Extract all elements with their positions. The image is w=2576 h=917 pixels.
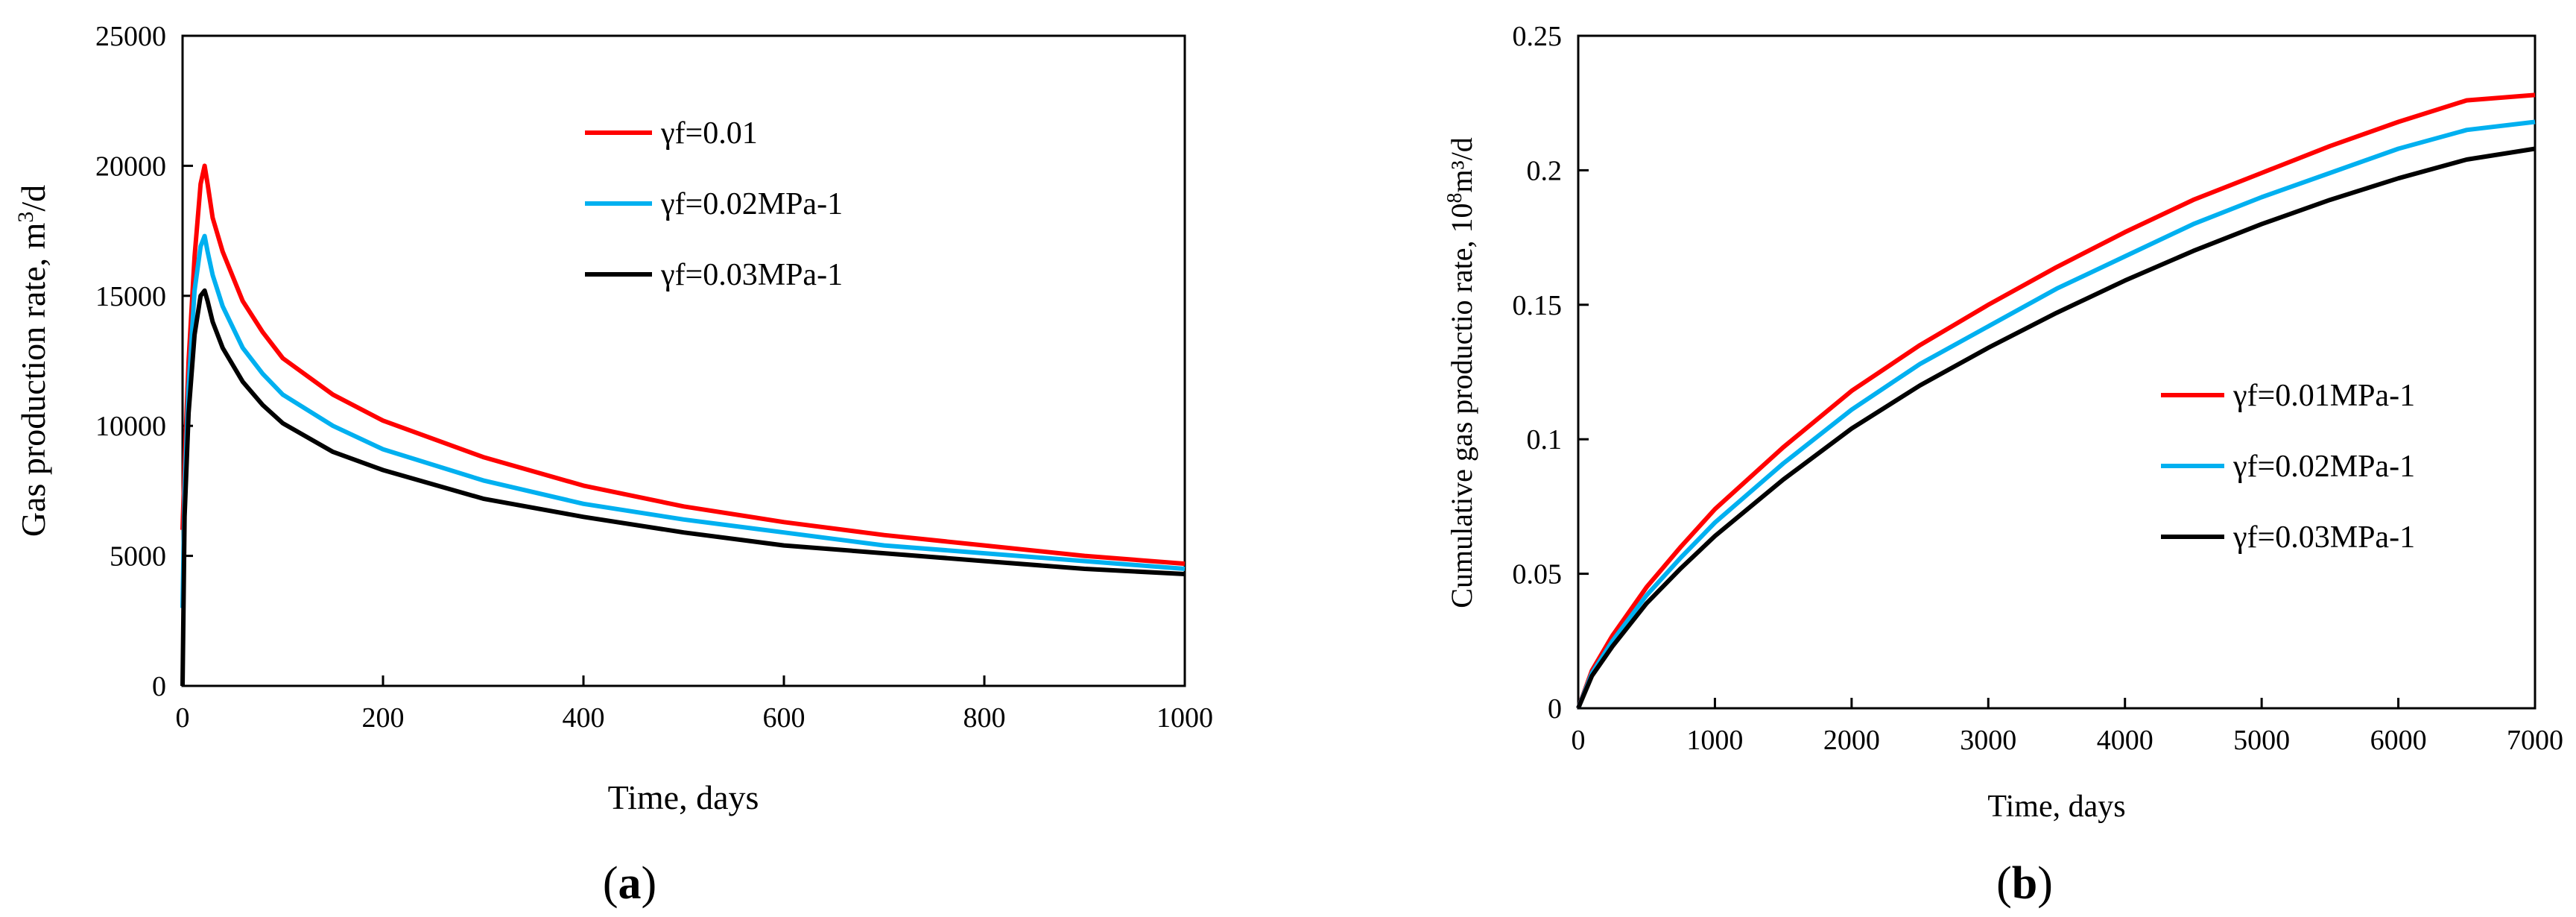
- series-line-1: [1576, 92, 2536, 710]
- y-tick-label: 0.15: [1513, 290, 1563, 321]
- y-tick-label: 0: [1548, 693, 1562, 725]
- series-line-2: [180, 233, 1186, 608]
- panel-label-a: (a): [603, 858, 656, 909]
- chart-b: 0 0.05 0.1 0.15 0.2 0.25 0 1000 2000 3000 4000 500…: [1443, 21, 2563, 909]
- legend-label-1: γf=0.01MPa-1: [2232, 379, 2415, 413]
- y-tick-label: 0.25: [1513, 21, 1563, 52]
- series-line-2: [1576, 119, 2536, 710]
- legend-label-3: γf=0.03MPa-1: [2232, 520, 2415, 555]
- x-tick-label: 6000: [2370, 725, 2427, 756]
- y-tick-label: 0.1: [1527, 424, 1563, 456]
- y-tick-label: 5000: [110, 541, 166, 573]
- x-tick-label: 800: [963, 702, 1006, 734]
- x-tick-label: 3000: [1960, 725, 2016, 756]
- y-tick-label: 0.2: [1527, 155, 1563, 186]
- x-tick-label: 400: [563, 702, 605, 734]
- x-tick-label: 7000: [2507, 725, 2563, 756]
- x-tick-label: 0: [1572, 725, 1586, 756]
- x-axis-label-a: Time, days: [608, 778, 759, 816]
- x-tick-label: 0: [176, 702, 190, 734]
- x-tick-label: 1000: [1686, 725, 1743, 756]
- x-tick-label: 2000: [1823, 725, 1880, 756]
- legend-a: γf=0.01 γf=0.02MPa-1 γf=0.03MPa-1: [585, 116, 843, 292]
- plot-frame-a: [181, 34, 1186, 687]
- series-line-3: [1576, 146, 2536, 710]
- series-line-3: [180, 288, 1186, 687]
- legend-label-1: γf=0.01: [660, 116, 758, 151]
- x-tick-label: 4000: [2097, 725, 2153, 756]
- y-axis-label-b: Cumulative gas productio rate, 108m³/d: [1443, 137, 1478, 608]
- panel-label-b: (b): [1996, 858, 2053, 909]
- y-tick-label: 20000: [95, 151, 166, 182]
- legend-label-3: γf=0.03MPa-1: [660, 258, 843, 292]
- y-tick-label: 10000: [95, 411, 166, 442]
- y-axis-label-a: Gas production rate, m3/d: [13, 185, 52, 537]
- y-tick-label: 25000: [95, 21, 166, 52]
- chart-a: 0 5000 10000 15000 20000 25000 0 200 400 600 800 1…: [13, 21, 1213, 909]
- x-tick-label: 5000: [2233, 725, 2290, 756]
- y-tick-label: 15000: [95, 281, 166, 312]
- legend-b: γf=0.01MPa-1 γf=0.02MPa-1 γf=0.03MPa-1: [2161, 379, 2415, 555]
- x-tick-label: 200: [362, 702, 405, 734]
- x-tick-label: 1000: [1156, 702, 1213, 734]
- x-tick-label: 600: [763, 702, 806, 734]
- y-tick-label: 0.05: [1513, 559, 1563, 590]
- legend-label-2: γf=0.02MPa-1: [2232, 450, 2415, 484]
- plot-frame-b: [1577, 34, 2537, 710]
- legend-label-2: γf=0.02MPa-1: [660, 187, 843, 221]
- x-axis-label-b: Time, days: [1987, 790, 2125, 824]
- series-line-1: [180, 163, 1186, 567]
- y-tick-label: 0: [152, 671, 166, 702]
